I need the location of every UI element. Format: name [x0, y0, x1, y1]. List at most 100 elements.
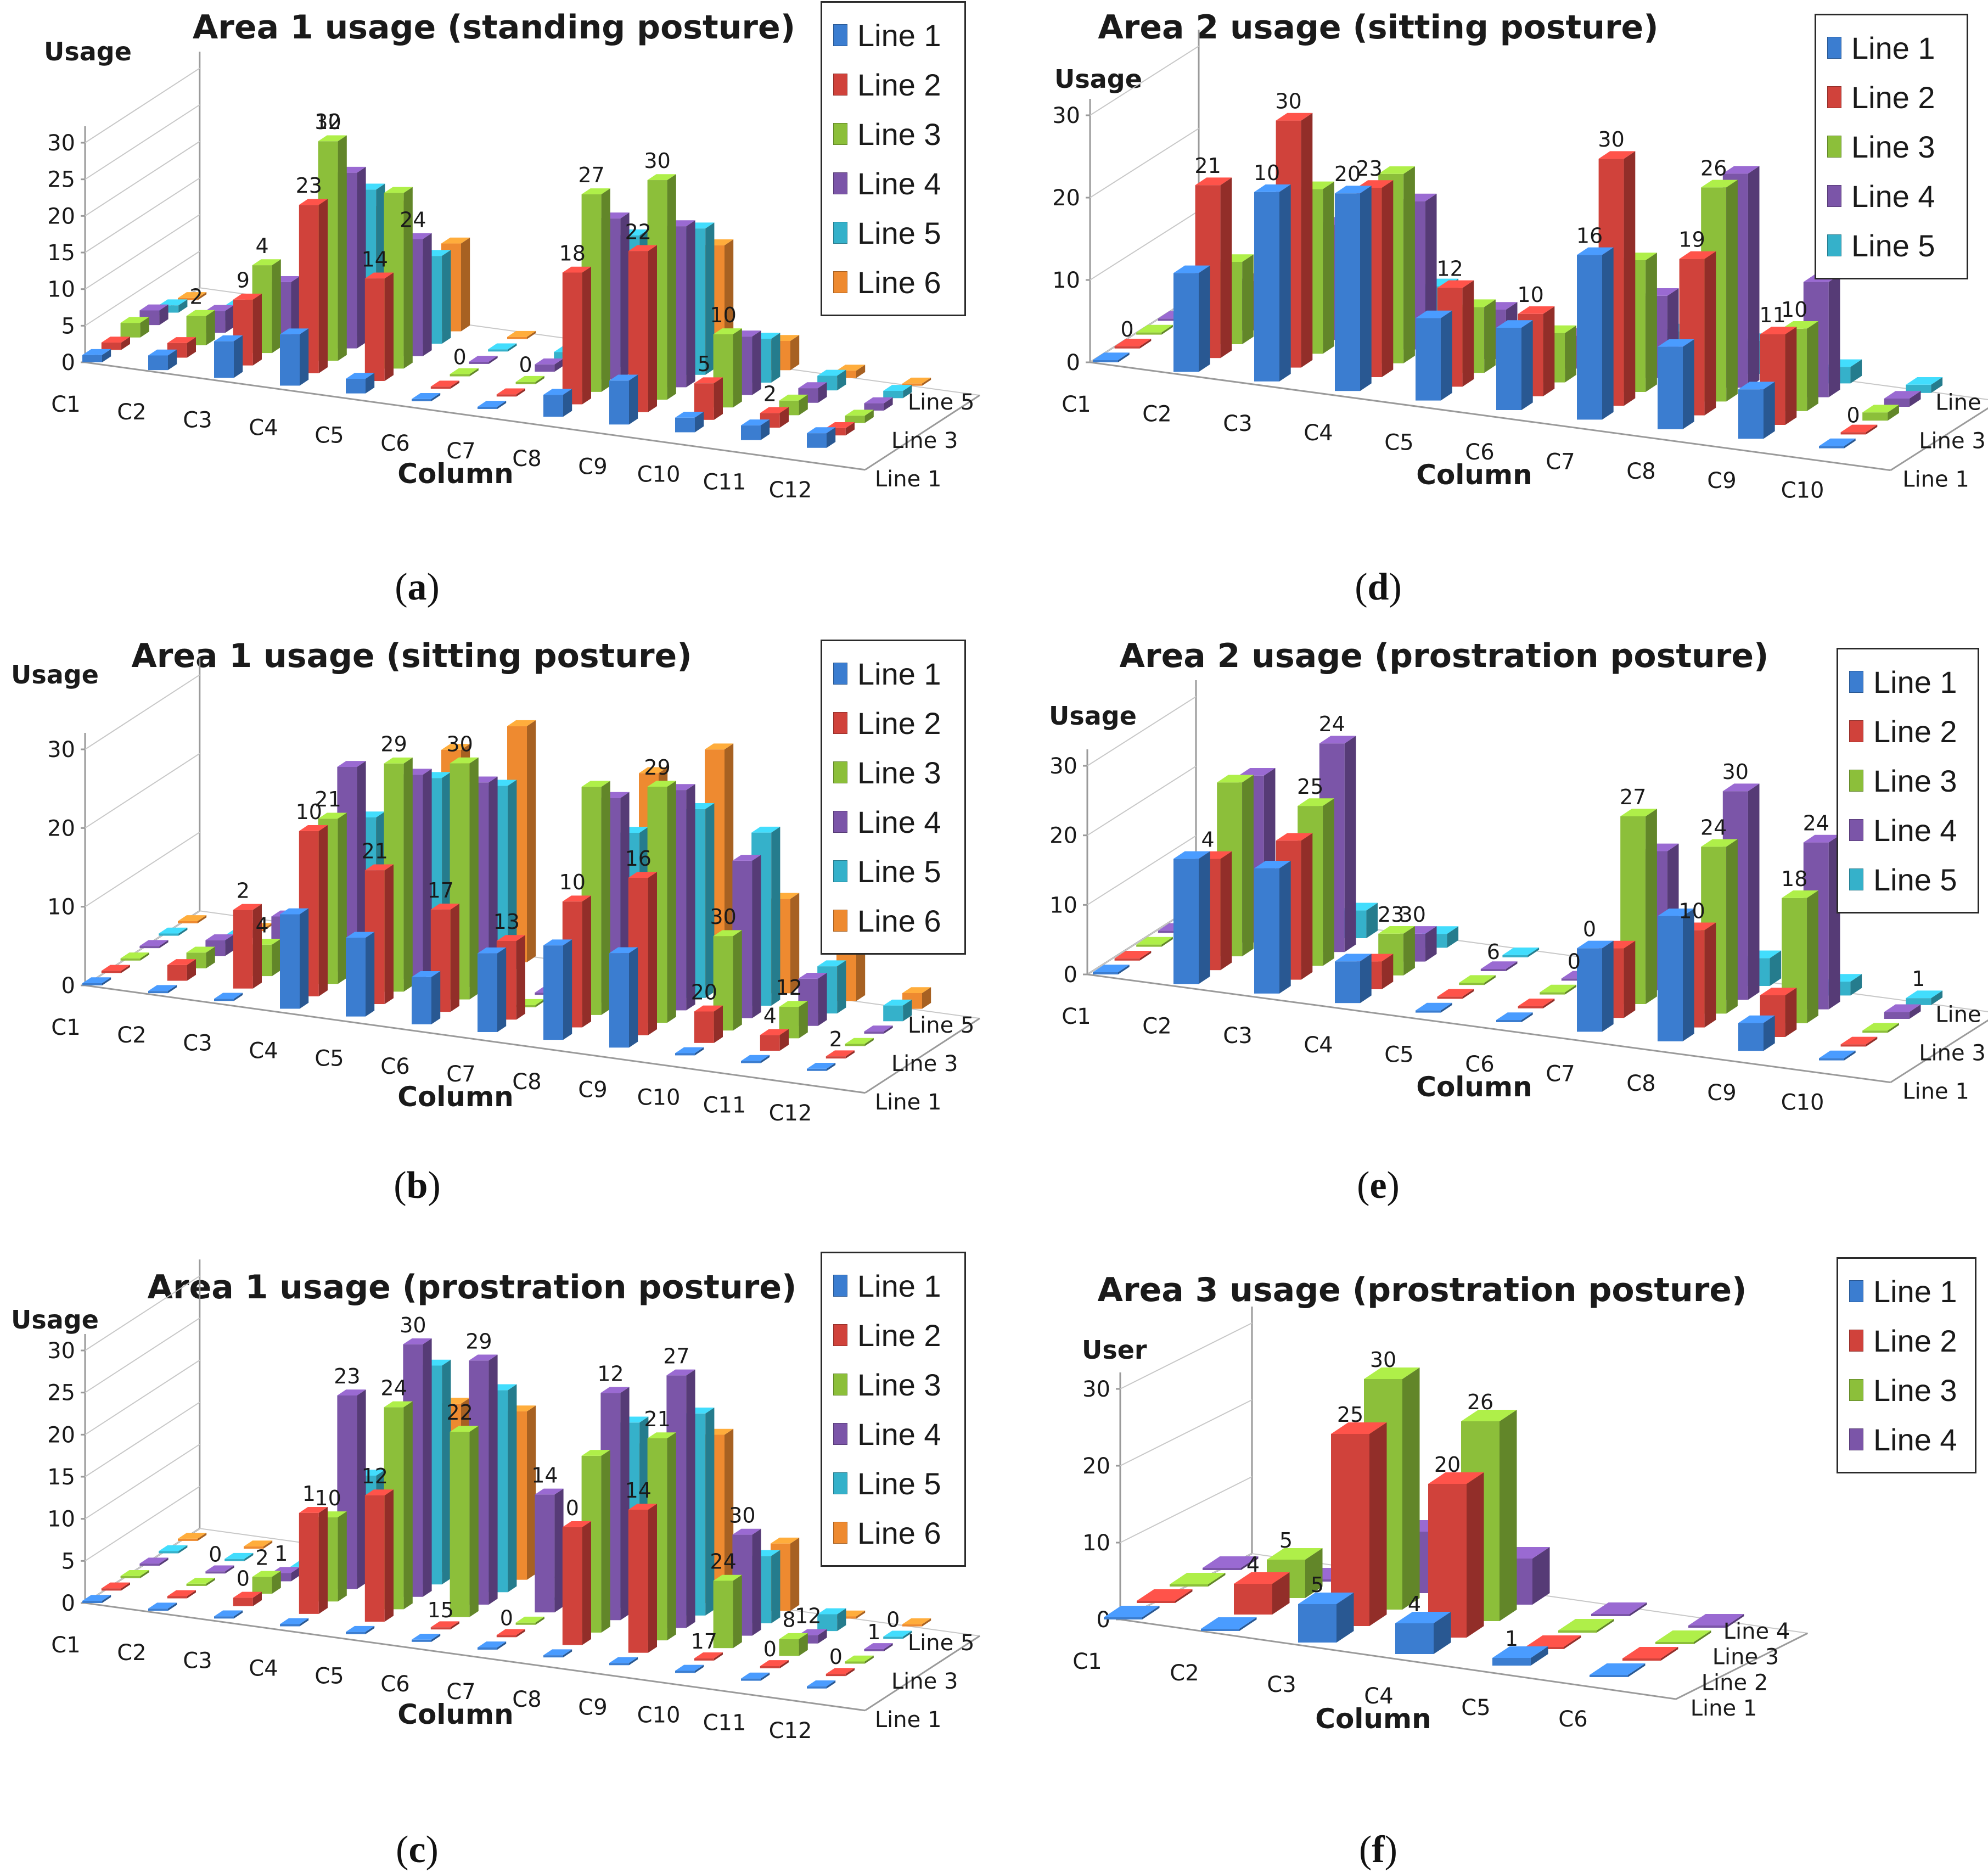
bar — [845, 1038, 874, 1046]
bar-front — [214, 999, 234, 1001]
bar — [497, 389, 525, 397]
bar-side — [431, 971, 440, 1024]
x-tick-label: C5 — [315, 1046, 344, 1072]
bar-side — [366, 932, 374, 1017]
bar — [431, 1621, 459, 1629]
bar-front — [1658, 347, 1683, 429]
legend-swatch — [1827, 136, 1841, 158]
bar — [807, 427, 835, 447]
x-tick-label: C5 — [315, 423, 344, 449]
legend-label: Line 2 — [1873, 1323, 1957, 1359]
y-tick-label: 5 — [61, 1549, 75, 1574]
data-label: 24 — [380, 1376, 407, 1400]
legend-label: Line 5 — [857, 215, 941, 251]
bar-side — [752, 1529, 761, 1636]
bar — [609, 1657, 638, 1665]
y-tick-label: 20 — [47, 1422, 75, 1448]
bar — [1884, 391, 1921, 407]
data-label: 0 — [453, 345, 467, 369]
bar — [543, 389, 572, 417]
bar-front — [431, 1627, 451, 1629]
bar — [1093, 352, 1130, 362]
bar-side — [733, 930, 742, 1030]
bars-c — [82, 1338, 931, 1689]
data-label: 10 — [1517, 283, 1543, 307]
bar-side — [527, 1405, 536, 1579]
bar-front — [82, 1601, 102, 1603]
bar — [167, 1590, 196, 1599]
bar-front — [1841, 1044, 1866, 1046]
caption-d: (d) — [1296, 565, 1461, 609]
caption-a: (a) — [335, 565, 499, 609]
bar-side — [554, 1489, 563, 1612]
bar-side — [582, 1521, 591, 1645]
bar-front — [1104, 1617, 1142, 1619]
x-tick-label: C2 — [1170, 1661, 1199, 1686]
bar — [516, 376, 544, 384]
grid-line — [85, 1402, 200, 1477]
grid-line — [85, 754, 200, 828]
bar-side — [423, 233, 431, 356]
bar-front — [1170, 1584, 1208, 1587]
bar-front — [214, 341, 234, 378]
depth-tick-label: Line 4 — [1723, 1619, 1790, 1644]
bar-front — [233, 910, 253, 988]
legend-item: Line 3 — [1849, 1365, 1964, 1415]
legend-item: Line 1 — [1849, 1266, 1964, 1316]
bar-front — [675, 418, 695, 433]
x-tick-label: C1 — [51, 392, 80, 417]
bar-front — [365, 1495, 385, 1622]
bar-side — [1646, 253, 1657, 392]
y-tick-label: 10 — [47, 277, 75, 302]
bar — [252, 1571, 281, 1594]
bar-front — [178, 921, 198, 923]
bar-front — [1093, 972, 1118, 974]
bar-side — [1785, 988, 1797, 1037]
bar — [412, 1634, 440, 1642]
data-label: 24 — [1319, 712, 1345, 736]
bar-front — [1115, 959, 1140, 961]
legend-swatch — [833, 811, 847, 833]
legend-swatch — [833, 860, 847, 882]
grid-line — [1090, 128, 1199, 198]
bar-front — [102, 971, 121, 973]
bar-front — [121, 1576, 141, 1578]
bar-side — [818, 973, 827, 1026]
legend-label: Line 5 — [1873, 862, 1957, 898]
y-tick-label: 10 — [1049, 893, 1077, 918]
bar-side — [442, 250, 451, 344]
x-tick-label: C1 — [51, 1015, 80, 1040]
bar-front — [1884, 1012, 1910, 1019]
data-label: 0 — [237, 1566, 250, 1590]
data-label: 16 — [625, 847, 652, 871]
legend-label: Line 3 — [1851, 129, 1935, 165]
bar-side — [1242, 254, 1254, 344]
bar-front — [1658, 916, 1683, 1041]
bar-side — [253, 294, 262, 366]
legend-swatch — [833, 712, 847, 734]
depth-tick-label: Line 3 — [1712, 1645, 1779, 1670]
bar-side — [1221, 851, 1232, 970]
grid-line — [1120, 1400, 1252, 1466]
caption-letter: f — [1372, 1829, 1384, 1871]
x-axis-label-d: Column — [1416, 459, 1532, 491]
bar-side — [752, 855, 761, 1018]
bar-side — [1382, 180, 1394, 377]
depth-tick-label: Line 1 — [875, 467, 942, 492]
legend-swatch — [833, 1472, 847, 1494]
bar — [807, 1063, 835, 1071]
bar-side — [1323, 798, 1334, 966]
caption-letter: c — [408, 1829, 425, 1871]
bar — [507, 331, 536, 339]
legend-swatch — [833, 222, 847, 244]
legend-label: Line 3 — [857, 1367, 941, 1403]
data-label: 9 — [237, 268, 250, 293]
bars-a — [82, 135, 931, 447]
data-label: 14 — [362, 247, 388, 271]
bar — [741, 1055, 770, 1063]
bar-front — [121, 323, 141, 338]
legend-swatch — [833, 1324, 847, 1346]
